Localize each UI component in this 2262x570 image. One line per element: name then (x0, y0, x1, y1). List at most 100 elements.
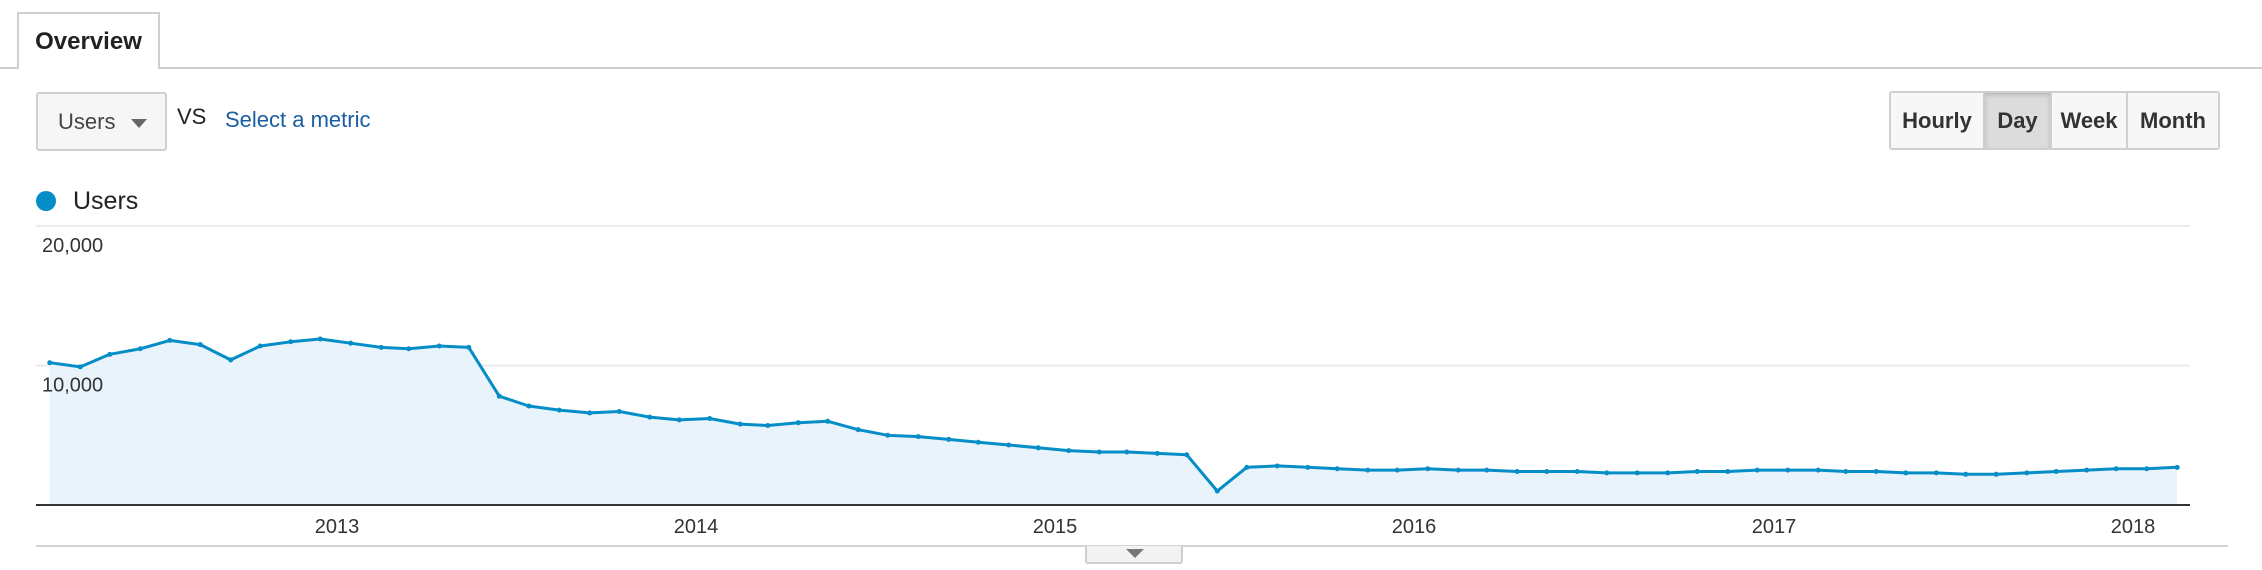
data-point-2012-08 (197, 342, 203, 348)
data-point-2018-02 (2174, 464, 2180, 470)
data-point-2012-10 (257, 343, 263, 349)
data-point-2014-02 (737, 421, 743, 427)
data-point-2012-07 (167, 337, 173, 343)
data-point-2013-08 (556, 407, 562, 413)
data-point-2013-07 (526, 403, 532, 409)
day-button[interactable]: Day (1983, 93, 2050, 148)
chart-legend: Users (36, 186, 138, 216)
data-point-2017-11 (2084, 467, 2090, 473)
data-point-2014-03 (765, 422, 771, 428)
data-point-2013-05 (466, 344, 472, 350)
data-point-2012-11 (288, 339, 294, 345)
data-point-2015-10 (1334, 466, 1340, 472)
y-tick-label: 10,000 (42, 375, 103, 397)
data-point-2016-03 (1484, 467, 1490, 473)
series-points (47, 336, 2180, 494)
x-tick-label: 2015 (1033, 516, 1078, 538)
data-point-2017-07 (1963, 471, 1969, 477)
data-point-2016-10 (1694, 469, 1700, 475)
data-point-2014-06 (855, 427, 861, 433)
expand-handle[interactable] (1085, 546, 1183, 564)
data-point-2016-01 (1425, 466, 1431, 472)
tab-overview[interactable]: Overview (17, 12, 160, 69)
data-point-2015-11 (1365, 467, 1371, 473)
data-point-2014-05 (825, 418, 831, 424)
data-point-2015-03 (1124, 449, 1130, 455)
data-point-2015-12 (1394, 467, 1400, 473)
data-point-2015-04 (1154, 450, 1160, 456)
data-point-2015-06 (1214, 488, 1220, 494)
data-point-2014-08 (915, 434, 921, 440)
x-tick-label: 2013 (315, 516, 360, 538)
y-tick-label: 20,000 (42, 235, 103, 257)
data-point-2015-02 (1096, 449, 1102, 455)
y-axis-ticks: 20,000 10,000 (42, 235, 103, 397)
data-point-2012-03 (47, 360, 53, 366)
data-point-2014-11 (1006, 442, 1012, 448)
data-point-2013-10 (616, 409, 622, 415)
data-point-2012-09 (228, 357, 234, 363)
data-point-2015-01 (1066, 448, 1072, 454)
data-point-2018-01 (2144, 466, 2150, 472)
data-point-2016-11 (1725, 469, 1731, 475)
select-metric-link[interactable]: Select a metric (225, 107, 371, 132)
hourly-button[interactable]: Hourly (1891, 93, 1983, 148)
data-point-2016-09 (1665, 470, 1671, 476)
tab-bar: Overview (0, 0, 2262, 70)
data-point-2016-04 (1514, 469, 1520, 475)
data-point-2017-08 (1993, 471, 1999, 477)
week-button[interactable]: Week (2050, 93, 2126, 148)
data-point-2017-12 (2113, 466, 2119, 472)
data-point-2016-05 (1544, 469, 1550, 475)
granularity-toggle: Hourly Day Week Month (1889, 91, 2220, 150)
data-point-2016-07 (1604, 470, 1610, 476)
data-point-2017-09 (2024, 470, 2030, 476)
chevron-down-icon (131, 119, 147, 128)
data-point-2012-12 (317, 336, 323, 342)
data-point-2013-12 (676, 417, 682, 423)
data-point-2012-05 (107, 351, 113, 357)
data-point-2017-06 (1933, 470, 1939, 476)
data-point-2013-04 (436, 343, 442, 349)
data-point-2013-01 (348, 340, 354, 346)
data-point-2013-02 (378, 344, 384, 350)
chevron-down-icon (1126, 549, 1144, 558)
metric-dropdown-label: Users (58, 109, 116, 134)
month-button[interactable]: Month (2126, 93, 2218, 148)
legend-dot-icon (36, 191, 56, 211)
legend-label-users: Users (73, 186, 139, 215)
data-point-2014-01 (707, 416, 713, 422)
data-point-2015-08 (1274, 463, 1280, 469)
data-point-2017-02 (1815, 467, 1821, 473)
data-point-2016-02 (1455, 467, 1461, 473)
data-point-2013-09 (587, 410, 593, 416)
data-point-2014-07 (885, 432, 891, 438)
data-point-2017-03 (1843, 469, 1849, 475)
data-point-2013-03 (406, 346, 412, 352)
data-point-2015-09 (1305, 464, 1311, 470)
x-axis-ticks: 2013 2014 2015 2016 2017 2018 (315, 516, 2155, 538)
series-line-users (49, 337, 2178, 493)
metric-dropdown[interactable]: Users (36, 92, 167, 151)
tab-active-indicator (19, 66, 158, 70)
data-point-2017-10 (2053, 469, 2059, 475)
x-tick-label: 2016 (1392, 516, 1437, 538)
data-point-2016-12 (1754, 467, 1760, 473)
series-area-users (49, 339, 2178, 505)
data-point-2013-06 (496, 393, 502, 399)
vs-label: VS (177, 104, 207, 129)
data-point-2017-05 (1903, 470, 1909, 476)
data-point-2012-04 (77, 364, 83, 370)
data-point-2014-12 (1035, 445, 1041, 451)
x-tick-label: 2017 (1752, 516, 1797, 538)
data-point-2012-06 (137, 346, 143, 352)
data-point-2014-04 (795, 420, 801, 426)
data-point-2016-06 (1574, 469, 1580, 475)
x-tick-label: 2014 (674, 516, 719, 538)
data-point-2015-07 (1244, 464, 1250, 470)
x-tick-label: 2018 (2111, 516, 2156, 538)
data-point-2014-10 (975, 439, 981, 445)
data-point-2017-01 (1785, 467, 1791, 473)
data-point-2015-05 (1184, 452, 1190, 458)
